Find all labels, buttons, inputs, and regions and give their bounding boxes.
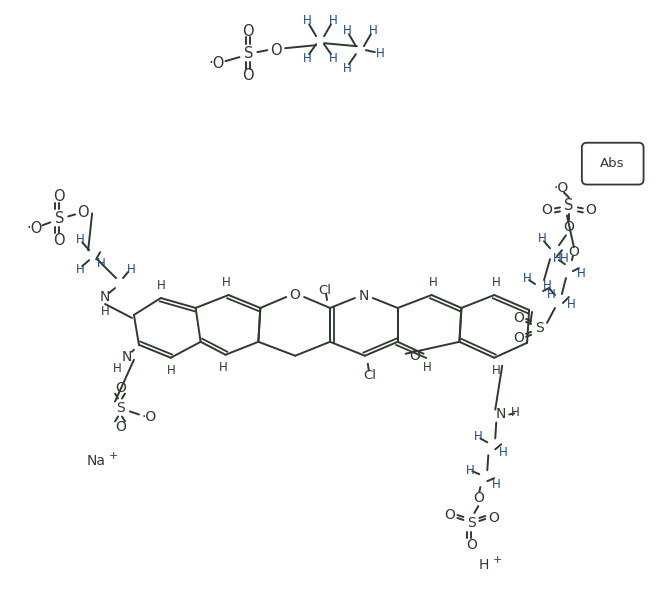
Text: H: H xyxy=(511,406,519,419)
Text: H: H xyxy=(76,263,85,276)
Text: S: S xyxy=(117,400,125,415)
Text: H: H xyxy=(576,267,585,279)
Text: Abs: Abs xyxy=(599,157,624,170)
Text: H: H xyxy=(478,558,488,572)
Text: H: H xyxy=(113,362,121,375)
Text: S: S xyxy=(54,211,64,226)
Text: H: H xyxy=(343,61,352,75)
Text: H: H xyxy=(303,14,311,27)
Text: H: H xyxy=(547,287,556,300)
Text: O: O xyxy=(270,43,282,58)
Text: H: H xyxy=(466,464,475,477)
Text: O: O xyxy=(488,511,499,525)
Text: H: H xyxy=(97,257,105,270)
Text: H: H xyxy=(375,47,384,59)
Text: O: O xyxy=(243,24,254,38)
Text: S: S xyxy=(244,46,253,61)
Text: O: O xyxy=(54,233,65,248)
Text: O: O xyxy=(514,311,525,325)
Text: O: O xyxy=(115,421,126,435)
Text: H: H xyxy=(166,364,175,377)
Text: H: H xyxy=(553,252,562,264)
Text: H: H xyxy=(156,279,165,291)
Text: ·O: ·O xyxy=(554,180,568,195)
Text: H: H xyxy=(543,279,552,291)
Text: H: H xyxy=(560,252,568,264)
Text: O: O xyxy=(473,491,484,505)
Text: S: S xyxy=(564,198,574,213)
Text: H: H xyxy=(474,430,482,443)
Text: H: H xyxy=(303,52,311,65)
Text: H: H xyxy=(343,24,352,37)
Text: H: H xyxy=(423,361,432,374)
Text: N: N xyxy=(100,290,110,304)
Text: ·O: ·O xyxy=(26,221,42,236)
Text: S: S xyxy=(535,321,544,335)
Text: O: O xyxy=(115,380,126,395)
Text: N: N xyxy=(496,407,507,421)
Text: H: H xyxy=(566,299,575,311)
Text: N: N xyxy=(121,350,132,364)
Text: O: O xyxy=(54,189,65,204)
Text: ·O: ·O xyxy=(141,410,156,424)
Text: H: H xyxy=(219,361,228,374)
Text: Cl: Cl xyxy=(319,284,331,296)
Text: H: H xyxy=(222,276,231,288)
Text: ·O: ·O xyxy=(209,56,225,70)
Text: H: H xyxy=(537,232,546,245)
Text: O: O xyxy=(409,349,420,363)
Text: O: O xyxy=(466,538,477,552)
Text: O: O xyxy=(541,203,552,218)
Text: H: H xyxy=(429,276,438,288)
Text: Cl: Cl xyxy=(363,369,376,382)
Text: H: H xyxy=(523,272,531,285)
Text: H: H xyxy=(492,478,501,490)
Text: +: + xyxy=(493,555,503,565)
Text: H: H xyxy=(492,276,501,288)
Text: O: O xyxy=(77,205,89,220)
FancyBboxPatch shape xyxy=(582,142,643,185)
Text: O: O xyxy=(514,331,525,345)
Text: O: O xyxy=(243,67,254,82)
Text: O: O xyxy=(568,245,579,259)
Text: H: H xyxy=(101,305,109,319)
Text: H: H xyxy=(499,446,507,459)
Text: O: O xyxy=(585,203,597,218)
Text: H: H xyxy=(127,263,136,276)
Text: H: H xyxy=(329,14,338,27)
Text: O: O xyxy=(290,288,301,302)
Text: S: S xyxy=(467,516,476,530)
Text: Na: Na xyxy=(87,454,105,468)
Text: H: H xyxy=(76,233,85,246)
Text: H: H xyxy=(368,24,377,37)
Text: H: H xyxy=(329,52,338,65)
Text: O: O xyxy=(444,508,455,522)
Text: H: H xyxy=(492,364,501,377)
Text: +: + xyxy=(109,451,118,462)
Text: N: N xyxy=(359,289,369,303)
Text: O: O xyxy=(564,221,574,234)
